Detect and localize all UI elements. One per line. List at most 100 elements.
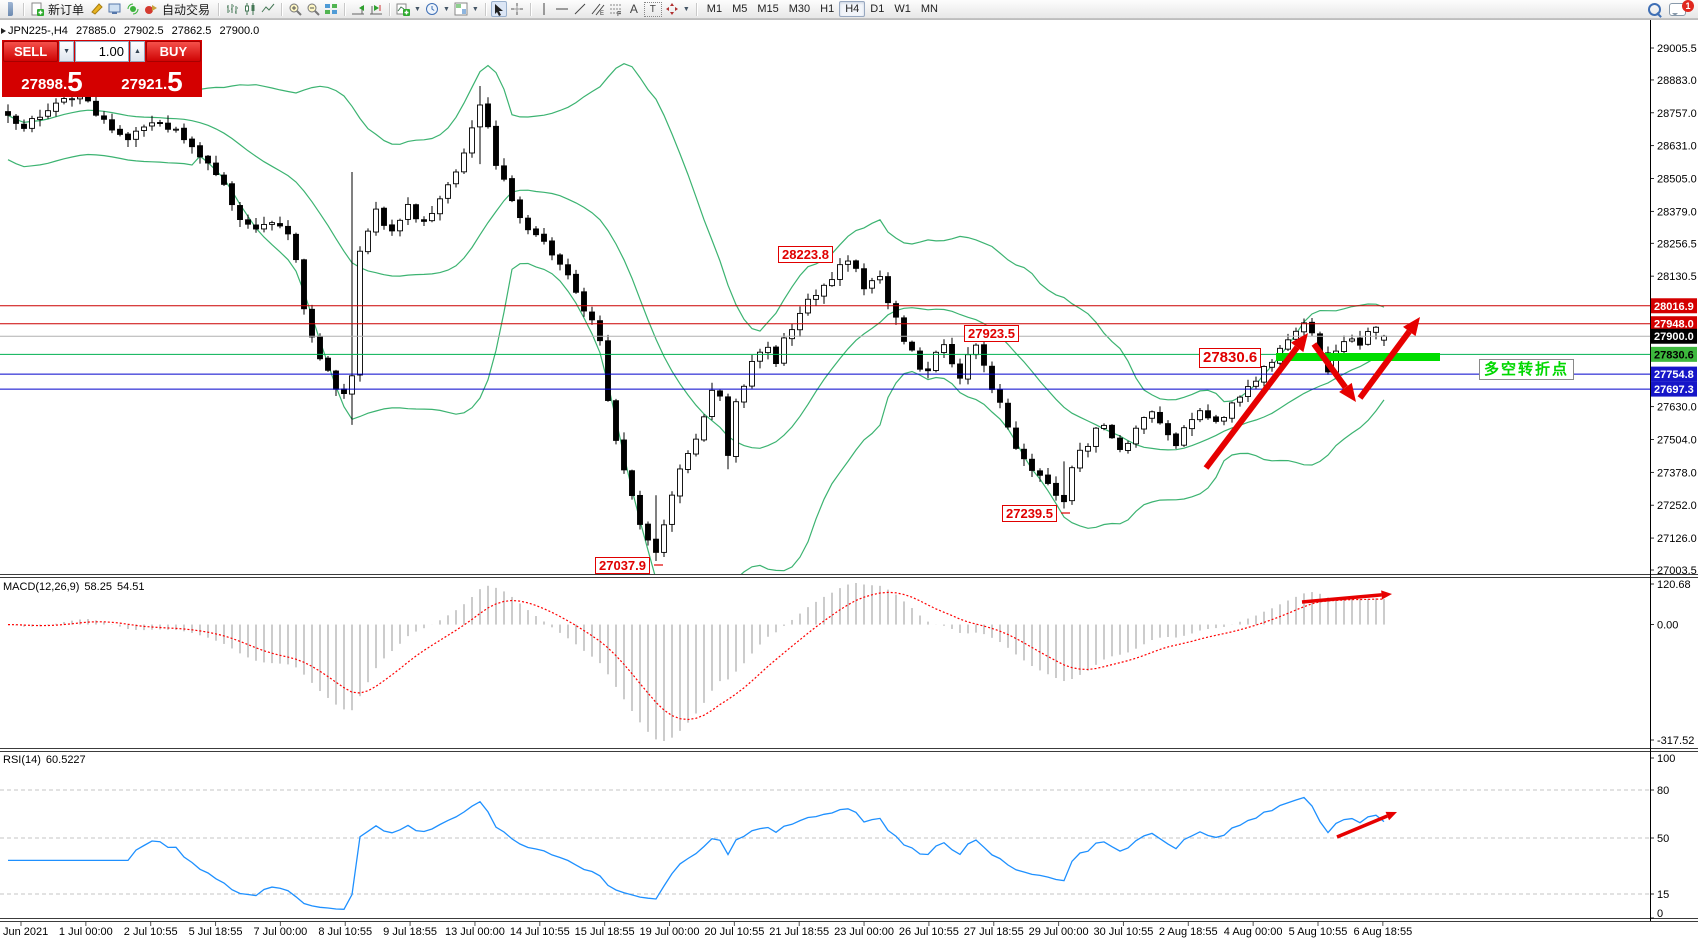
time-label: 4 Aug 00:00 xyxy=(1224,926,1283,938)
candlestick-series xyxy=(5,85,1387,562)
timeframe-m1[interactable]: M1 xyxy=(706,3,723,15)
time-label: 29 Jul 00:00 xyxy=(1029,926,1089,938)
price-tick: 28130.5 xyxy=(1657,271,1697,283)
metaeditor-icon[interactable] xyxy=(107,1,123,17)
autotrading-button[interactable]: 自动交易 xyxy=(162,2,211,17)
time-label: 7 Jul 00:00 xyxy=(253,926,307,938)
trendline-tool-icon[interactable] xyxy=(572,1,588,17)
arrows-tool-caret[interactable]: ▼ xyxy=(682,5,690,13)
macd-panel xyxy=(7,583,1385,741)
chat-icon[interactable]: 1 xyxy=(1669,0,1696,17)
price-tick: 28256.5 xyxy=(1657,238,1697,250)
price-tick: 28757.0 xyxy=(1657,108,1697,120)
bar-chart-mode-icon[interactable] xyxy=(224,1,240,17)
zoom-in-icon[interactable] xyxy=(287,1,303,17)
time-label: 21 Jul 18:55 xyxy=(769,926,829,938)
turning-point-note[interactable]: 多空转折点 xyxy=(1479,359,1575,380)
timeframe-d1[interactable]: D1 xyxy=(870,3,885,15)
sell-button[interactable]: SELL xyxy=(3,41,59,62)
timeframe-h1[interactable]: H1 xyxy=(820,3,835,15)
price-tick: 28379.0 xyxy=(1657,206,1697,218)
timeframe-m15[interactable]: M15 xyxy=(757,3,779,15)
tile-windows-icon[interactable] xyxy=(323,1,339,17)
template-icon[interactable] xyxy=(453,1,469,17)
zoom-out-icon[interactable] xyxy=(305,1,321,17)
fibonacci-tool-icon[interactable]: F xyxy=(608,1,624,17)
add-indicator-icon[interactable] xyxy=(395,1,411,17)
annotation-arrows[interactable] xyxy=(1203,317,1420,839)
add-indicator-caret[interactable]: ▼ xyxy=(414,5,421,13)
price-callout-27239[interactable]: 27239.5 xyxy=(1002,505,1057,522)
time-label: 15 Jul 18:55 xyxy=(575,926,635,938)
period-caret[interactable]: ▼ xyxy=(442,5,450,13)
clipped-icon[interactable] xyxy=(2,1,18,17)
price-callout-27923[interactable]: 27923.5 xyxy=(964,325,1019,342)
red-arrow xyxy=(1203,345,1300,470)
arrows-tool-icon[interactable] xyxy=(664,1,680,17)
time-label: 26 Jul 10:55 xyxy=(899,926,959,938)
auto-scroll-icon[interactable] xyxy=(350,1,366,17)
toolbar-separator xyxy=(695,2,697,16)
svg-text:27754.8: 27754.8 xyxy=(1654,369,1694,381)
timeframe-w1[interactable]: W1 xyxy=(894,3,911,15)
rsi-name: RSI(14) xyxy=(3,754,41,766)
period-clock-icon[interactable] xyxy=(424,1,440,17)
price-tag-27830.6 xyxy=(1651,346,1697,362)
red-arrowhead xyxy=(1290,333,1308,353)
crosshair-tool-icon[interactable] xyxy=(509,1,525,17)
lot-size-input[interactable] xyxy=(75,41,129,62)
price-callout-28223[interactable]: 28223.8 xyxy=(778,246,833,263)
green-trend-bar[interactable] xyxy=(1276,353,1440,361)
buy-button[interactable]: BUY xyxy=(145,41,201,62)
timeframe-m5[interactable]: M5 xyxy=(732,3,748,15)
main-chart-panel xyxy=(5,63,1387,574)
time-label: 14 Jul 10:55 xyxy=(510,926,570,938)
search-icon[interactable] xyxy=(1648,1,1667,17)
symbol-period: JPN225-,H4 xyxy=(8,25,68,37)
rsi-axis-label: 50 xyxy=(1657,833,1669,845)
red-arrow xyxy=(1336,814,1388,839)
lot-increase-button[interactable]: ▲ xyxy=(130,41,145,62)
time-label: 6 Aug 18:55 xyxy=(1353,926,1412,938)
bollinger-middle-band xyxy=(7,109,1385,451)
line-chart-mode-icon[interactable] xyxy=(260,1,276,17)
lot-decrease-button[interactable]: ▼ xyxy=(59,41,74,62)
price-tag-27697.3 xyxy=(1651,381,1697,397)
red-arrowhead xyxy=(1403,317,1420,337)
price-callout-27037[interactable]: 27037.9 xyxy=(595,557,650,574)
macd-axis-label: -317.52 xyxy=(1657,735,1694,747)
candlestick-mode-icon[interactable] xyxy=(242,1,258,17)
timeframe-mn[interactable]: MN xyxy=(920,3,938,15)
bar-low: 27862.5 xyxy=(171,25,212,37)
svg-text:F: F xyxy=(617,11,621,16)
vertical-line-tool-icon[interactable] xyxy=(536,1,552,17)
cursor-tool-icon[interactable] xyxy=(490,1,507,17)
time-label: 23 Jul 00:00 xyxy=(834,926,894,938)
series-marker-icon xyxy=(1,28,6,34)
channel-tool-icon[interactable]: E xyxy=(590,1,606,17)
macd-axis-label: 0.00 xyxy=(1657,620,1678,632)
timeframe-h4[interactable]: H4 xyxy=(839,1,866,17)
price-callout-27830[interactable]: 27830.6 xyxy=(1199,348,1262,368)
text-label-tool-icon[interactable]: T xyxy=(643,1,662,17)
new-order-button[interactable]: 新订单 xyxy=(48,2,85,17)
time-label: 30 Jul 10:55 xyxy=(1093,926,1153,938)
red-arrow xyxy=(1357,329,1412,400)
time-label: 9 Jun 2021 xyxy=(0,926,48,938)
styles-icon[interactable] xyxy=(89,1,105,17)
new-order-icon[interactable] xyxy=(29,1,45,17)
price-tick: 27630.0 xyxy=(1657,402,1697,414)
signals-icon[interactable] xyxy=(125,1,141,17)
time-label: 8 Jul 10:55 xyxy=(318,926,372,938)
price-tick: 27378.0 xyxy=(1657,467,1697,479)
autotrading-icon[interactable] xyxy=(143,1,159,17)
timeframe-m30[interactable]: M30 xyxy=(788,3,811,15)
buy-price[interactable]: 27921. 5 xyxy=(103,63,201,96)
template-caret[interactable]: ▼ xyxy=(471,5,479,13)
rsi-line xyxy=(8,796,1385,910)
text-tool-icon[interactable]: A xyxy=(629,2,638,16)
chart-shift-icon[interactable] xyxy=(368,1,384,17)
horizontal-line-tool-icon[interactable] xyxy=(554,1,570,17)
sell-price[interactable]: 27898. 5 xyxy=(3,63,101,96)
